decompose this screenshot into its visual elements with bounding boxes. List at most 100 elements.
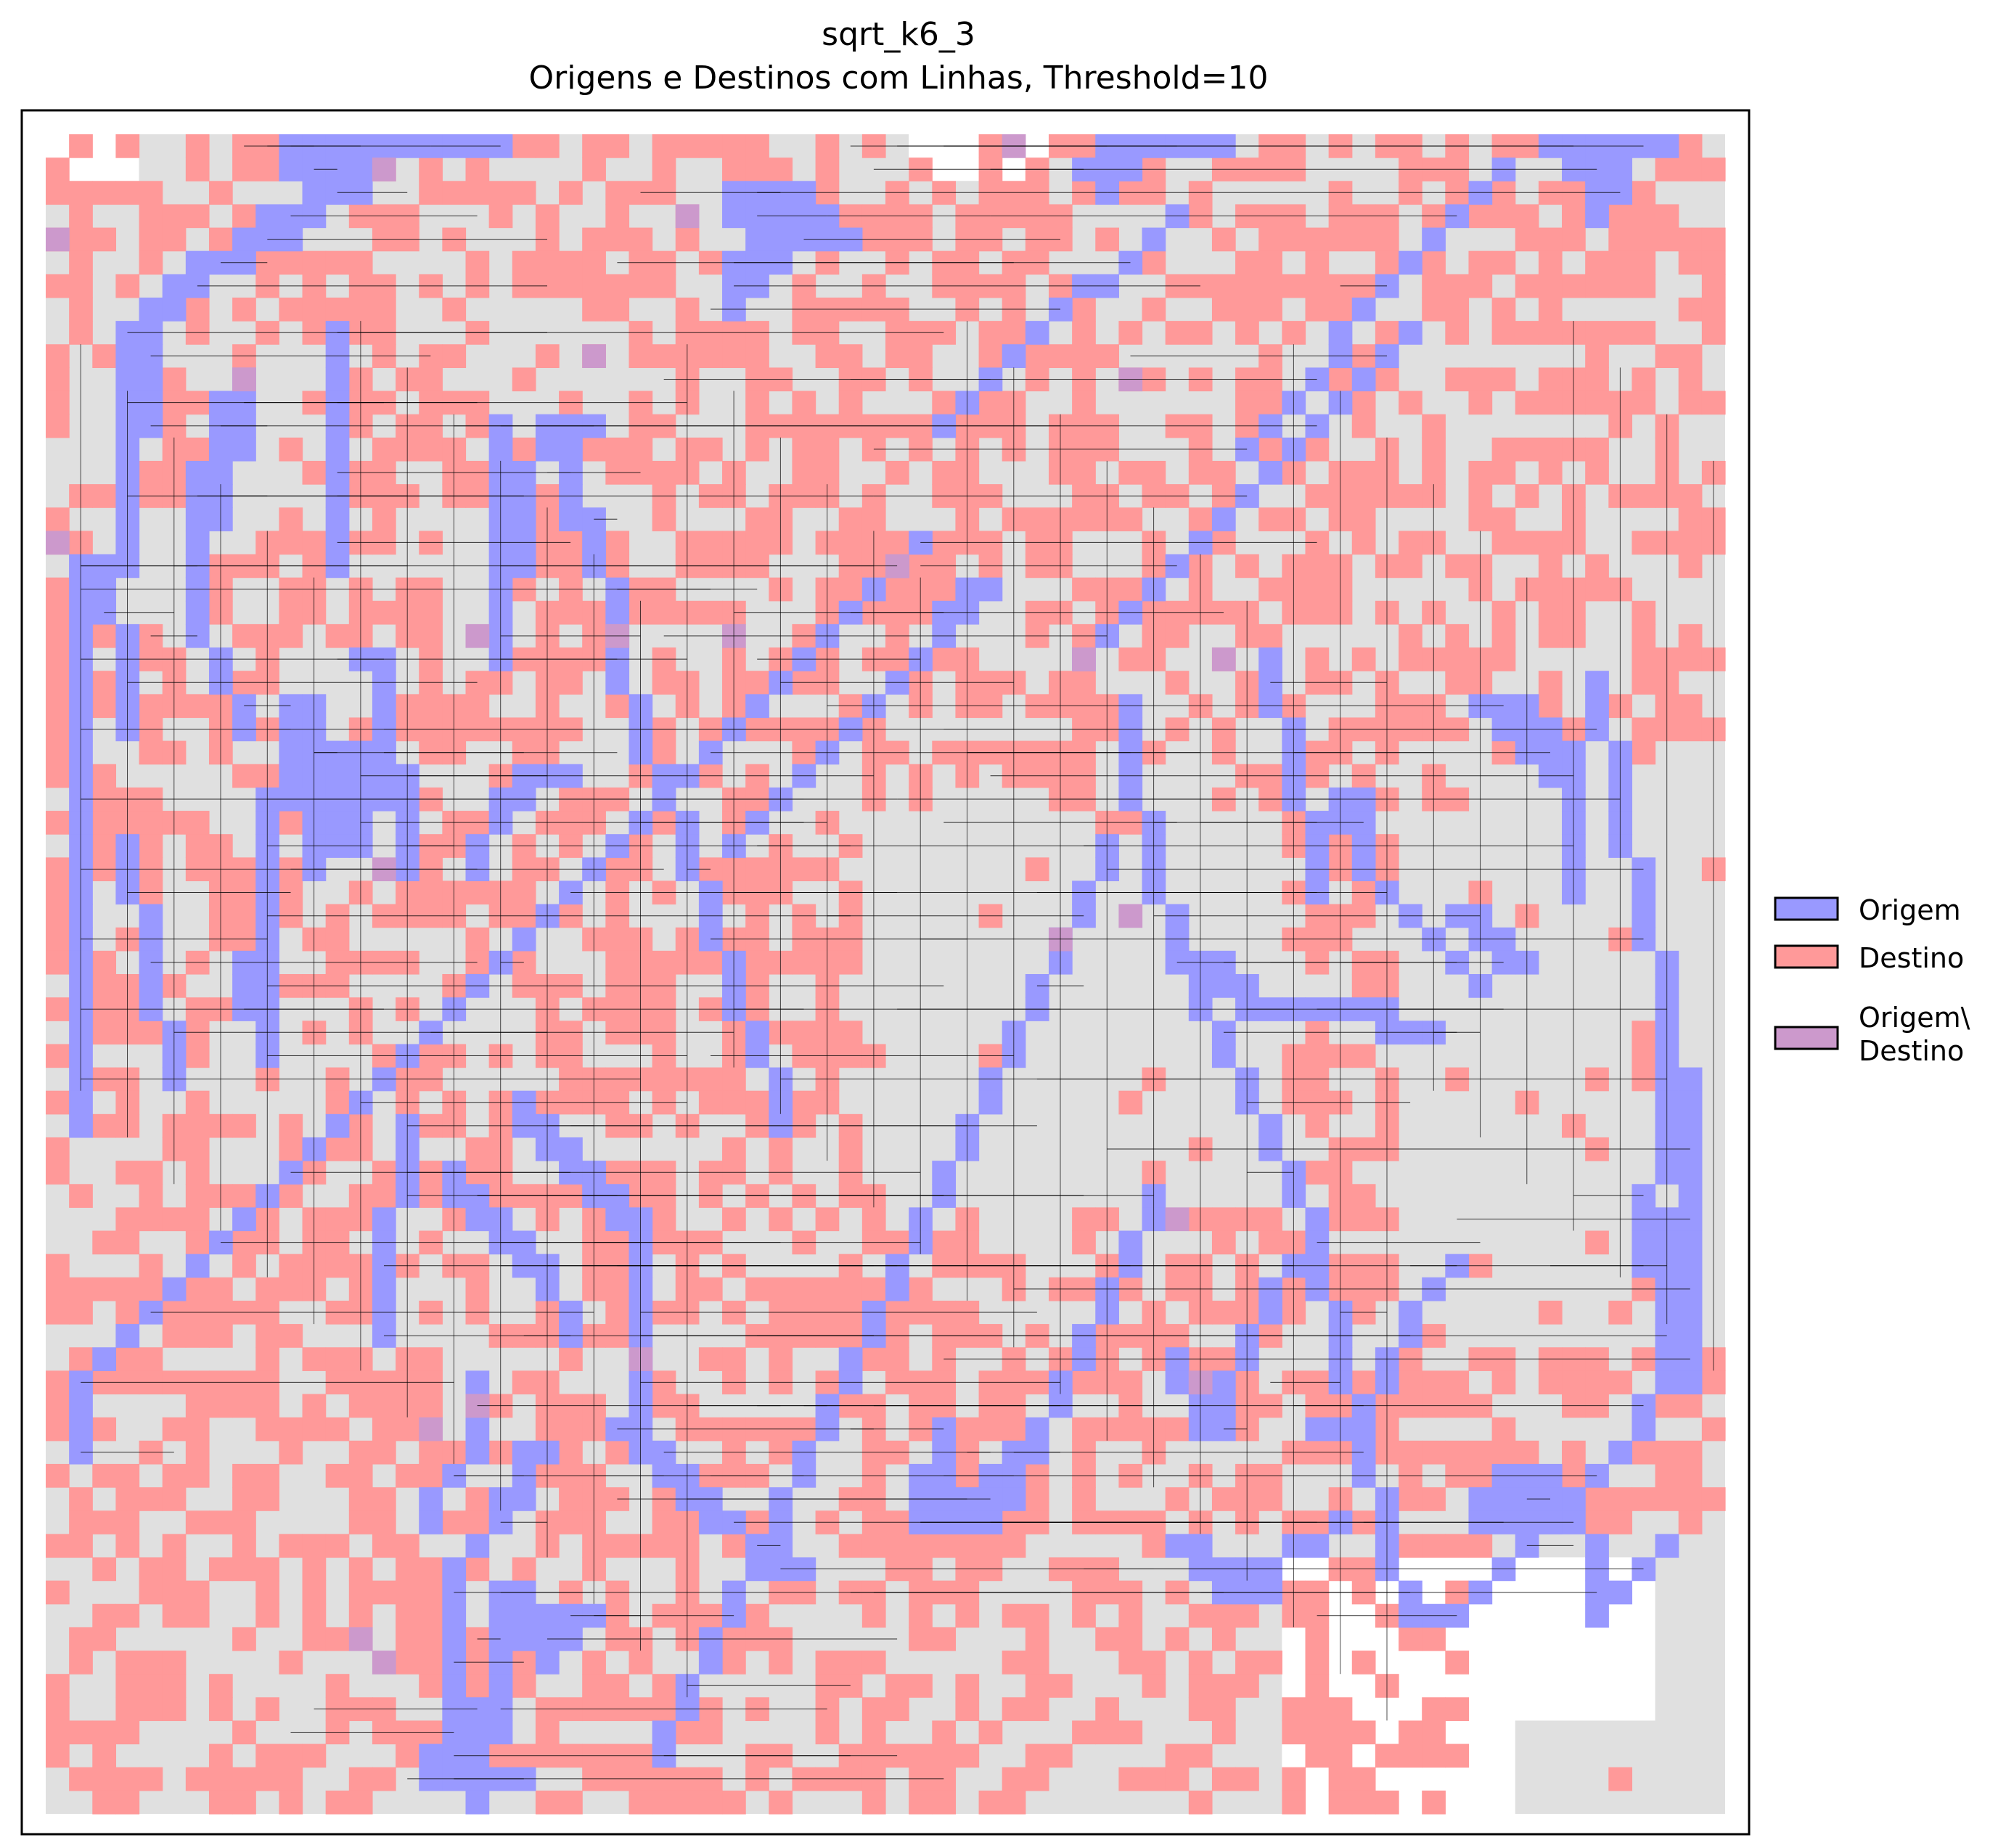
destino-cell [208,1277,233,1301]
destino-cell [139,1254,163,1278]
legend-label: Origem [1859,894,1961,926]
destino-cell [92,227,117,252]
destino-cell [1655,1487,1679,1511]
destino-cell [1235,1651,1259,1675]
destino-cell [208,1743,233,1768]
destino-cell [885,531,909,555]
origem-cell [139,367,163,392]
origem-cell [1142,227,1166,252]
destino-cell [69,297,93,322]
destino-cell [1072,1720,1096,1745]
destino-cell [255,1347,279,1371]
destino-cell [302,1603,327,1628]
destino-cell [1351,1720,1376,1745]
destino-cell [909,1674,933,1698]
destino-cell [348,297,373,322]
destino-cell [162,1417,187,1442]
destino-cell [139,1487,163,1511]
destino-cell [1445,1651,1470,1675]
destino-cell [652,740,676,765]
destino-cell [302,1347,327,1371]
destino-cell [652,1510,676,1534]
destino-cell [1701,1370,1726,1395]
destino-cell [325,1674,350,1698]
destino-cell [582,250,606,275]
destino-cell [1211,227,1236,252]
destino-cell [46,414,70,438]
destino-cell [1655,1440,1679,1465]
destino-cell [1235,1767,1259,1791]
destino-cell [792,1090,816,1115]
origem-cell [1608,1440,1633,1465]
origem-cell [488,1720,513,1745]
destino-cell [1258,274,1282,298]
destino-cell [1399,1627,1422,1651]
destino-cell [396,1651,419,1675]
destino-cell [255,158,279,181]
destino-cell [815,158,840,181]
flow-lines [80,145,1714,1780]
legend-label: Destino [1859,942,1964,974]
destino-cell [698,531,723,555]
destino-cell [1002,1651,1026,1675]
destino-cell [698,134,723,158]
destino-cell [769,1347,793,1371]
destino-cell [1328,1743,1353,1768]
destino-cell [465,1557,490,1582]
destino-cell [325,250,350,275]
destino-cell [1445,671,1470,695]
destino-cell [1422,250,1446,275]
destino-cell [1235,1674,1259,1698]
destino-cell [792,460,816,485]
destino-cell [698,1347,723,1371]
destino-cell [162,1324,187,1348]
destino-cell [92,1021,117,1045]
destino-cell [698,1067,723,1092]
origem-cell [488,1603,513,1628]
destino-cell [1538,274,1563,298]
destino-cell [1399,624,1422,648]
origem-cell [1608,158,1633,181]
destino-cell [92,974,117,998]
destino-cell [232,158,256,181]
destino-cell [185,1394,210,1418]
origem-cell [1562,1487,1586,1511]
destino-cell [745,950,769,975]
destino-cell [1538,1370,1563,1395]
destino-cell [279,297,303,322]
destino-cell [1585,250,1609,275]
destino-cell [1399,1743,1422,1768]
destino-cell [698,600,723,625]
destino-cell [1235,1603,1259,1628]
destino-cell [1258,577,1282,602]
origem-cell [1678,1324,1703,1348]
destino-cell [722,344,746,368]
destino-cell [1072,460,1096,485]
origem-cell [535,1651,560,1675]
destino-cell [1305,484,1330,508]
destino-cell [1585,1370,1609,1395]
destino-cell [1305,1044,1330,1068]
destino-cell [92,764,117,788]
destino-cell [1351,414,1376,438]
destino-cell [1445,274,1470,298]
destino-cell [115,1300,140,1325]
origem-cell [115,367,140,392]
destino-cell [442,344,467,368]
origem-cell [419,1510,443,1534]
destino-cell [46,1720,70,1745]
destino-cell [1142,297,1166,322]
origem-cell [442,1674,467,1698]
destino-cell [185,1324,210,1348]
destino-cell [92,811,117,835]
origem-cell [512,1487,536,1511]
destino-cell [46,158,70,181]
destino-cell [932,460,957,485]
destino-cell [162,1207,187,1232]
destino-cell [1188,507,1213,531]
destino-cell [1422,1627,1446,1651]
destino-cell [1515,484,1539,508]
destino-cell [1282,274,1306,298]
destino-cell [722,134,746,158]
destino-cell [1072,344,1096,368]
